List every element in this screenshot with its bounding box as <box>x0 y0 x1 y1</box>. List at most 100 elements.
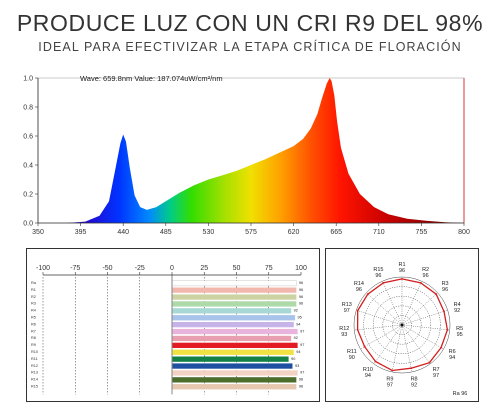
cri-category-label: R11 <box>31 357 38 361</box>
spectrum-x-tick-label: 665 <box>330 229 342 236</box>
spectrum-x-tick-label: 800 <box>458 229 470 236</box>
radar-category-label: R9 <box>386 377 393 383</box>
radar-value-label: 92 <box>454 308 460 314</box>
cri-bar-chart: -100 -75 -50 -25 0 25 50 75 100 Ra 96 R1 96 R2 96 R3 96 R… <box>31 265 307 395</box>
radar-point <box>366 293 369 296</box>
cri-x-tick-label: 75 <box>265 265 273 272</box>
radar-spoke <box>401 324 431 364</box>
radar-value-label: 92 <box>411 383 417 389</box>
radar-value-label: 97 <box>433 373 439 379</box>
cri-category-label: R2 <box>31 295 36 299</box>
cri-category-label: R12 <box>31 364 38 368</box>
radar-category-label: R3 <box>442 281 449 287</box>
cri-bar <box>172 294 297 300</box>
cri-value-label: 94 <box>296 322 300 326</box>
spectrum-y-tick-label: 0.2 <box>23 192 33 199</box>
cri-x-tick-label: 0 <box>170 265 174 272</box>
radar-point <box>446 328 449 331</box>
spectrum-x-tick-label: 530 <box>203 229 215 236</box>
radar-category-label: R2 <box>422 267 429 273</box>
spectrum-x-tick-label: 485 <box>160 229 172 236</box>
radar-value-label: 96 <box>399 268 405 274</box>
cri-x-tick-label: -75 <box>70 265 80 272</box>
radar-point <box>428 361 431 364</box>
radar-category-label: R14 <box>354 281 364 287</box>
cri-value-label: 96 <box>299 288 303 292</box>
cri-bar <box>172 280 297 287</box>
cri-bar <box>172 328 298 335</box>
spectrum-y-tick-label: 0.0 <box>23 221 33 228</box>
radar-category-label: R1 <box>398 262 405 268</box>
spectrum-x-tick-label: 620 <box>288 229 300 236</box>
cri-bar-panel: -100 -75 -50 -25 0 25 50 75 100 Ra 96 R1 96 R2 96 R3 96 R… <box>26 248 320 402</box>
radar-point <box>419 282 422 284</box>
cri-category-label: R8 <box>31 336 36 340</box>
radar-spoke <box>401 292 438 326</box>
radar-point <box>374 360 377 363</box>
radar-category-label: R12 <box>339 326 349 332</box>
radar-spoke <box>356 309 403 326</box>
radar-category-label: R10 <box>363 367 373 373</box>
cri-category-label: R9 <box>31 343 36 347</box>
radar-spoke <box>401 324 413 372</box>
cri-category-label: R6 <box>31 322 36 326</box>
radar-value-label: 94 <box>449 355 455 361</box>
spectrum-y-tick-label: 0.4 <box>23 163 33 170</box>
radar-spoke <box>401 324 444 350</box>
cri-value-label: 97 <box>300 329 304 333</box>
radar-category-label: R11 <box>347 349 357 355</box>
spectrum-y-tick-label: 0.8 <box>23 105 33 112</box>
spectrum-y-tick-label: 1.0 <box>23 76 33 83</box>
radar-point <box>391 369 394 372</box>
radar-spoke <box>360 324 403 350</box>
radar-point <box>356 309 359 312</box>
cri-value-label: 96 <box>299 295 303 299</box>
cri-value-label: 94 <box>296 350 300 354</box>
cri-radar-panel: Ra 96 R1 96 R2 96 R3 96 R4 92 R5 95 R6 94 R7 97 R8 92 R9… <box>325 248 479 402</box>
cri-x-tick-label: -25 <box>135 265 145 272</box>
radar-value-label: 97 <box>387 383 393 389</box>
cri-category-label: R7 <box>31 329 36 333</box>
cri-category-label: R5 <box>31 316 36 320</box>
spectrum-y-tick-label: 0.6 <box>23 134 33 141</box>
radar-center-dot <box>400 323 404 327</box>
cri-x-tick-label: -100 <box>36 265 50 272</box>
cri-bar <box>172 301 297 307</box>
cri-bar <box>172 349 294 355</box>
spectrum-x-tick-label: 575 <box>245 229 257 236</box>
radar-spoke <box>391 324 403 372</box>
radar-ring <box>392 315 412 335</box>
cri-bar <box>172 308 292 314</box>
spectrum-x-tick-label: 710 <box>373 229 385 236</box>
cri-bar <box>172 287 297 293</box>
cri-category-label: R1 <box>31 288 36 292</box>
radar-ring <box>353 276 451 374</box>
cri-value-label: 93 <box>295 364 299 368</box>
cri-bar <box>172 370 298 376</box>
cri-value-label: 90 <box>291 357 295 361</box>
radar-value-label: 96 <box>356 287 362 293</box>
radar-point <box>410 367 413 370</box>
cri-value-label: 97 <box>300 343 304 347</box>
radar-spoke <box>401 324 450 331</box>
spectrum-x-tick-label: 350 <box>32 229 44 236</box>
spectrum-area <box>66 78 465 223</box>
radar-point <box>443 310 445 313</box>
cri-category-label: R13 <box>31 371 38 375</box>
cri-bar <box>172 356 289 362</box>
radar-value-label: 94 <box>365 373 371 379</box>
cri-category-label: Ra <box>31 281 37 285</box>
headline-subtitle: IDEAL PARA EFECTIVIZAR LA ETAPA CRÍTICA … <box>38 40 462 54</box>
radar-value-label: 96 <box>442 287 448 293</box>
radar-value-label: 97 <box>344 308 350 314</box>
cri-bar <box>172 322 294 328</box>
spectrum-x-tick-label: 755 <box>416 229 428 236</box>
radar-category-label: R4 <box>454 302 461 308</box>
radar-footer: Ra 96 <box>453 391 468 397</box>
radar-series-line <box>356 278 449 372</box>
radar-spoke <box>366 292 403 326</box>
radar-spoke <box>354 324 403 331</box>
radar-category-label: R7 <box>433 367 440 373</box>
cri-value-label: 95 <box>298 316 302 320</box>
